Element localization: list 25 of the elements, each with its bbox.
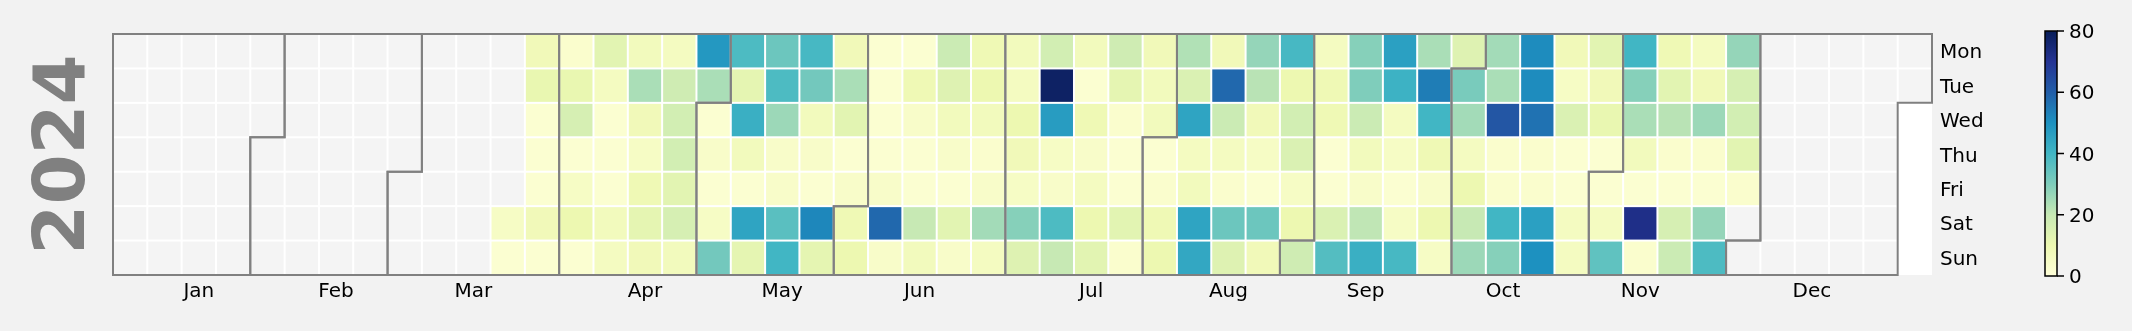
x-tick-label: May (761, 278, 804, 303)
x-tick-label: Mar (454, 278, 494, 303)
x-tick-label: Apr (627, 278, 664, 303)
x-tick-label: Jun (901, 278, 936, 303)
y-tick-label: Mon (1940, 39, 1983, 64)
color-bar-label: 40 (2069, 141, 2095, 166)
y-tick-label: Fri (1940, 177, 1964, 202)
x-tick-label: Nov (1620, 278, 1660, 303)
x-tick-label: Aug (1208, 278, 1248, 303)
y-tick-label: Sun (1940, 245, 1979, 270)
x-tick-label: Jan (181, 278, 215, 303)
color-bar-label: 20 (2069, 202, 2095, 227)
color-bar-label: 0 (2069, 264, 2082, 288)
y-tick-label: Thu (1939, 142, 1978, 167)
color-bar-label: 60 (2069, 80, 2095, 105)
y-tick-label: Sat (1940, 211, 1973, 236)
color-bar-label: 80 (2069, 19, 2095, 43)
y-tick-label: Wed (1940, 108, 1984, 133)
x-tick-label: Dec (1792, 278, 1832, 303)
x-tick-label: Sep (1346, 278, 1385, 303)
x-tick-label: Feb (318, 278, 354, 303)
y-tick-label: Tue (1939, 73, 1975, 98)
x-tick-label: Jul (1077, 278, 1104, 303)
x-tick-label: Oct (1485, 278, 1521, 303)
y-axis-title: 2024 (17, 54, 101, 255)
